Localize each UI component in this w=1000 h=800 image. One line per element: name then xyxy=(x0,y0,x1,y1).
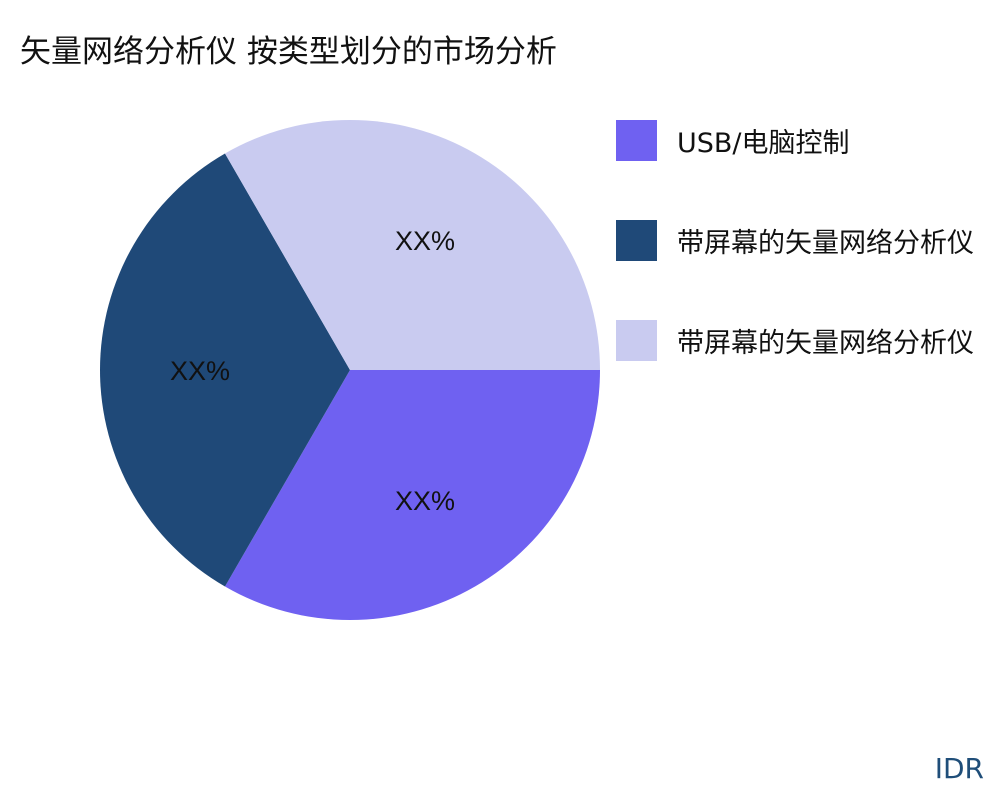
legend-swatch xyxy=(616,219,657,261)
idr-logo: IDR xyxy=(934,752,984,785)
legend-item: USB/电脑控制 xyxy=(616,119,850,161)
legend-item: 带屏幕的矢量网络分析仪 xyxy=(616,219,974,261)
legend-item: 带屏幕的矢量网络分析仪 xyxy=(616,319,974,361)
legend-label: 带屏幕的矢量网络分析仪 xyxy=(677,327,974,359)
legend-swatch xyxy=(616,119,657,161)
chart-title: 矢量网络分析仪 按类型划分的市场分析 xyxy=(20,34,557,70)
legend-swatch xyxy=(616,319,657,361)
data-label: XX% xyxy=(395,226,455,256)
legend-label: 带屏幕的矢量网络分析仪 xyxy=(677,227,974,259)
data-label: XX% xyxy=(170,356,230,386)
legend-label: USB/电脑控制 xyxy=(677,127,850,159)
pie-slice xyxy=(225,119,600,370)
pie-slice xyxy=(225,370,600,620)
data-label: XX% xyxy=(395,486,455,516)
